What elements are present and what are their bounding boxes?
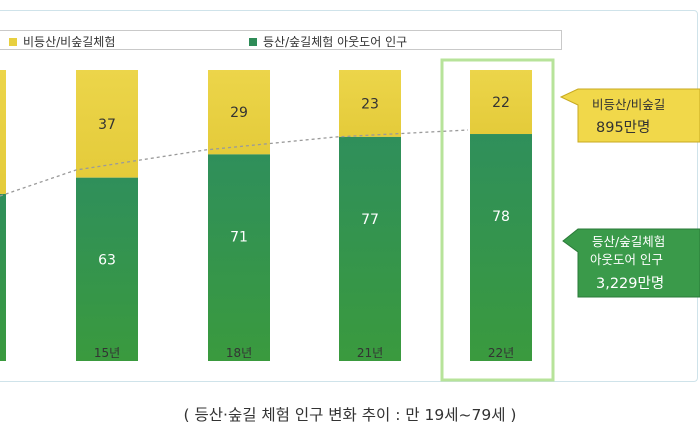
highlight-box xyxy=(440,58,555,382)
callout-lower-line2: 아웃도어 인구 xyxy=(590,252,663,267)
legend-item-hiking: 등산/숲길체험 아웃도어 인구 xyxy=(249,33,407,50)
callout-upper-shape xyxy=(559,88,700,143)
trend-line xyxy=(0,129,469,197)
bar-segment-nonhiking-4 xyxy=(470,70,532,135)
callout-upper-line1: 비등산/비숲길 xyxy=(592,97,665,112)
legend-item-non-hiking: 비등산/비숲길체험 xyxy=(9,33,115,50)
labels-layer: 37 63 15년 29 71 18년 23 77 21년 22 78 22년 xyxy=(94,95,514,360)
data-label-hiking-4: 78 xyxy=(492,209,510,225)
callout-upper: 비등산/비숲길 895만명 xyxy=(559,88,700,143)
bar-segment-nonhiking-2 xyxy=(208,70,270,155)
bar-segment-nonhiking-3 xyxy=(339,70,401,137)
bar-segment-hiking-4 xyxy=(470,134,532,361)
legend-label-hiking: 등산/숲길체험 아웃도어 인구 xyxy=(263,35,408,49)
callout-lower-line1: 등산/숲길체험 xyxy=(592,234,665,249)
legend-swatch-yellow xyxy=(9,37,17,46)
x-tick-label-3: 21년 xyxy=(357,346,383,360)
bar-segment-nonhiking-1 xyxy=(76,70,138,178)
x-tick-label-4: 22년 xyxy=(488,346,514,360)
bars-layer xyxy=(0,70,532,361)
x-tick-label-1: 15년 xyxy=(94,346,120,360)
data-label-nonhiking-1: 37 xyxy=(98,117,116,133)
callout-lower-line3: 3,229만명 xyxy=(596,275,664,292)
chart-frame xyxy=(0,10,698,382)
bar-segment-hiking-0 xyxy=(0,194,6,361)
data-label-hiking-1: 63 xyxy=(98,253,116,269)
data-label-nonhiking-2: 29 xyxy=(230,105,248,121)
legend: 비등산/비숲길체험 등산/숲길체험 아웃도어 인구 xyxy=(0,30,562,50)
data-label-nonhiking-3: 23 xyxy=(361,96,379,112)
x-tick-label-2: 18년 xyxy=(226,346,252,360)
callout-lower: 등산/숲길체험 아웃도어 인구 3,229만명 xyxy=(562,228,700,298)
chart-caption: ( 등산·숲길 체험 인구 변화 추이 : 만 19세~79세 ) xyxy=(183,406,517,424)
bar-segment-hiking-1 xyxy=(76,177,138,361)
legend-swatch-green xyxy=(249,37,257,46)
bar-segment-nonhiking-0 xyxy=(0,70,6,194)
data-label-nonhiking-4: 22 xyxy=(492,95,510,111)
data-label-hiking-2: 71 xyxy=(230,229,248,245)
bar-segment-hiking-2 xyxy=(208,154,270,361)
callout-upper-line2: 895만명 xyxy=(596,119,650,136)
data-label-hiking-3: 77 xyxy=(361,212,379,228)
bar-segment-hiking-3 xyxy=(339,136,401,361)
legend-label-non-hiking: 비등산/비숲길체험 xyxy=(23,35,116,49)
callout-lower-shape xyxy=(562,228,700,298)
